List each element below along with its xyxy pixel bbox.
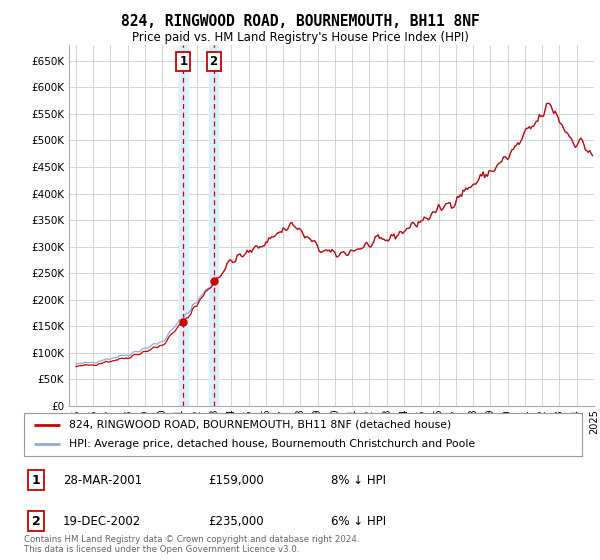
Text: Contains HM Land Registry data © Crown copyright and database right 2024.: Contains HM Land Registry data © Crown c… bbox=[24, 535, 359, 544]
Text: 8% ↓ HPI: 8% ↓ HPI bbox=[331, 474, 386, 487]
Text: 1: 1 bbox=[32, 474, 41, 487]
Text: 6% ↓ HPI: 6% ↓ HPI bbox=[331, 515, 386, 528]
Bar bbox=[209, 45, 218, 406]
Text: £159,000: £159,000 bbox=[208, 474, 264, 487]
Bar bbox=[179, 45, 188, 406]
Text: 2: 2 bbox=[209, 54, 218, 68]
Text: 19-DEC-2002: 19-DEC-2002 bbox=[63, 515, 142, 528]
Text: 1: 1 bbox=[179, 54, 187, 68]
Text: £235,000: £235,000 bbox=[208, 515, 264, 528]
Text: This data is licensed under the Open Government Licence v3.0.: This data is licensed under the Open Gov… bbox=[24, 545, 299, 554]
Text: HPI: Average price, detached house, Bournemouth Christchurch and Poole: HPI: Average price, detached house, Bour… bbox=[68, 439, 475, 449]
Text: 824, RINGWOOD ROAD, BOURNEMOUTH, BH11 8NF (detached house): 824, RINGWOOD ROAD, BOURNEMOUTH, BH11 8N… bbox=[68, 419, 451, 430]
Text: 824, RINGWOOD ROAD, BOURNEMOUTH, BH11 8NF: 824, RINGWOOD ROAD, BOURNEMOUTH, BH11 8N… bbox=[121, 14, 479, 29]
Text: 28-MAR-2001: 28-MAR-2001 bbox=[63, 474, 142, 487]
Text: Price paid vs. HM Land Registry's House Price Index (HPI): Price paid vs. HM Land Registry's House … bbox=[131, 31, 469, 44]
Text: 2: 2 bbox=[32, 515, 41, 528]
